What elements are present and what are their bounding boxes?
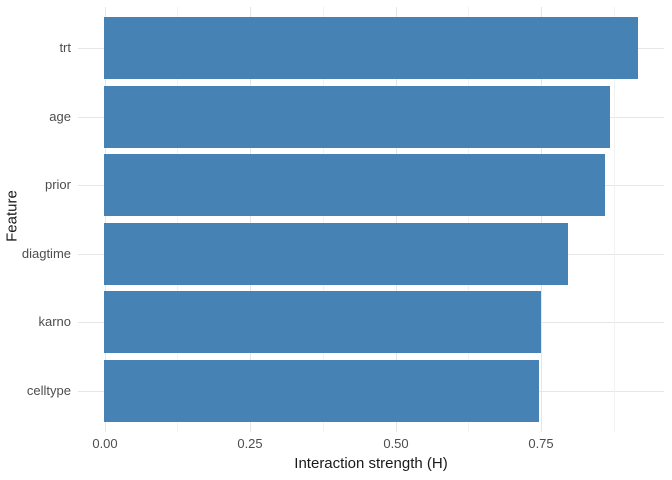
bar-trt [104, 17, 638, 79]
gridline-vertical-major [250, 7, 251, 432]
gridline-vertical-minor [323, 7, 324, 432]
x-tick-label: 0.25 [237, 436, 263, 451]
gridline-vertical-major [105, 7, 106, 432]
bar-prior [104, 154, 605, 216]
y-tick-label: prior [44, 177, 71, 192]
y-tick-label: karno [38, 314, 71, 329]
gridline-vertical-minor [614, 7, 615, 432]
bar-diagtime [104, 223, 568, 285]
y-tick-label: celltype [26, 383, 71, 398]
y-tick-label: trt [59, 40, 71, 55]
gridline-vertical-major [541, 7, 542, 432]
gridline-vertical-major [396, 7, 397, 432]
gridline-vertical-minor [177, 7, 178, 432]
bar-karno [104, 291, 541, 353]
bar-age [104, 86, 610, 148]
y-axis-title: Feature [3, 190, 21, 242]
y-tick-label: diagtime [21, 246, 71, 261]
bar-celltype [104, 360, 539, 422]
x-tick-label: 0.50 [383, 436, 409, 451]
x-tick-label: 0.00 [92, 436, 118, 451]
x-axis-title: Interaction strength (H) [294, 455, 448, 472]
gridline-vertical-minor [468, 7, 469, 432]
y-tick-label: age [49, 109, 71, 124]
x-tick-label: 0.75 [528, 436, 554, 451]
plot-panel [78, 7, 664, 432]
